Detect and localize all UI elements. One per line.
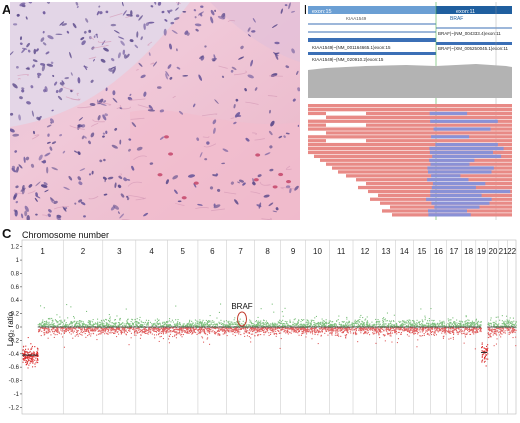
histology-image [10, 2, 300, 220]
y-tick-label: 0 [16, 325, 20, 331]
y-tick-label: -0.6 [9, 365, 20, 371]
chromosome-label: 8 [265, 247, 270, 256]
chromosome-label: 22 [507, 247, 516, 256]
y-tick-label: 0.6 [11, 285, 20, 291]
exon-bar-right [436, 6, 512, 14]
copy-number-plot: 1 2 3 4 5 6 7 8 9 10 11 12 13 14 15 16 17 18 19 20 21 22 -1.2… [6, 230, 517, 415]
chromosome-label: 14 [400, 247, 409, 256]
chromosome-label: 19 [477, 247, 486, 256]
transcript-kiaa-2: KIAA1549|~(NM_020910.2)exon:15 [312, 57, 384, 62]
coverage-track [308, 64, 512, 98]
aligned-reads [308, 104, 512, 217]
y-tick-label: -1 [14, 392, 20, 398]
exon-label-right: exon:11 [456, 9, 475, 15]
chromosome-label: 12 [360, 247, 369, 256]
transcript-kiaa-1: KIAA1549|~(NM_001164665.1)exon:15 [312, 45, 391, 50]
y-tick-label: -0.2 [9, 338, 20, 344]
y-tick-label: 0.2 [11, 312, 20, 318]
exon-label-left: exon:15 [312, 9, 332, 15]
histology-micrograph [10, 2, 300, 220]
braf-gene-label: BRAF [450, 16, 463, 22]
y-tick-label: -1.2 [9, 405, 20, 411]
y-axis-title: Log₂ ratio [6, 311, 15, 346]
y-tick-label: -0.4 [9, 352, 20, 358]
chromosome-label: 1 [40, 247, 45, 256]
chromosome-label: 4 [149, 247, 154, 256]
braf-annotation-circle [237, 311, 247, 327]
panel-c-letter: C [2, 226, 12, 241]
chromosome-label: 11 [337, 247, 346, 256]
chromosome-label: 21 [499, 247, 508, 256]
chromosome-label: 9 [291, 247, 296, 256]
chromosome-label: 7 [238, 247, 243, 256]
chromosome-label: 3 [117, 247, 122, 256]
chromosome-label: 10 [313, 247, 322, 256]
y-tick-label: 0.8 [11, 272, 20, 278]
transcript-braf-2: BRAF|~(XM_005250045.1)exon:11 [438, 46, 509, 51]
transcript-braf-1: BRAF|~(NM_004333.4)exon:11 [438, 31, 501, 36]
y-tick-label: 1.2 [11, 245, 20, 251]
chromosome-label: 15 [417, 247, 426, 256]
read-alignment-view: exon:15 exon:11 KIAA1549 BRAF BRAF|~(NM_… [306, 2, 514, 220]
chromosome-label: 16 [434, 247, 443, 256]
chromosome-label: 6 [210, 247, 215, 256]
chromosome-label: 13 [382, 247, 391, 256]
y-tick-label: -0.8 [9, 379, 20, 385]
gene-small-label: KIAA1549 [346, 16, 367, 21]
chromosome-label: 2 [81, 247, 86, 256]
braf-annotation-label: BRAF [231, 302, 252, 311]
chromosome-label: 18 [464, 247, 473, 256]
x-axis-title: Chromosome number [22, 230, 109, 240]
chromosome-label: 5 [180, 247, 185, 256]
copy-number-chart: 1 2 3 4 5 6 7 8 9 10 11 12 13 14 15 16 17 18 19 20 21 22 -1.2… [0, 224, 520, 418]
panel-a-letter: A [2, 2, 12, 17]
y-tick-label: 1 [16, 258, 20, 264]
chromosome-label: 20 [489, 247, 498, 256]
chromosome-label: 17 [449, 247, 458, 256]
exon-bar-left [308, 6, 436, 14]
y-tick-label: 0.4 [11, 298, 20, 304]
genome-browser-panel: exon:15 exon:11 KIAA1549 BRAF BRAF|~(NM_… [306, 2, 514, 220]
